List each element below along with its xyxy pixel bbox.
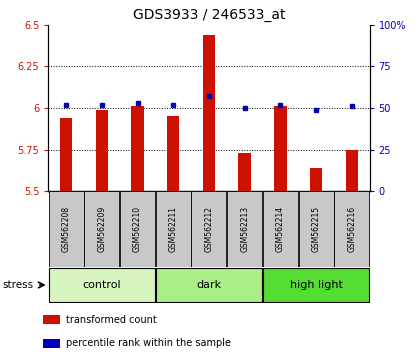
Bar <box>120 191 155 267</box>
Text: GSM562215: GSM562215 <box>312 206 320 252</box>
Bar <box>227 191 262 267</box>
Text: high light: high light <box>290 280 342 290</box>
Text: control: control <box>83 280 121 290</box>
Text: percentile rank within the sample: percentile rank within the sample <box>66 338 231 348</box>
Text: GSM562213: GSM562213 <box>240 206 249 252</box>
Bar <box>263 268 369 302</box>
Text: GSM562212: GSM562212 <box>205 206 213 252</box>
Bar <box>49 191 84 267</box>
Bar <box>274 106 286 191</box>
Bar <box>263 191 298 267</box>
Bar <box>84 191 119 267</box>
Bar <box>239 153 251 191</box>
Title: GDS3933 / 246533_at: GDS3933 / 246533_at <box>133 8 285 22</box>
Bar <box>203 35 215 191</box>
Bar <box>346 149 358 191</box>
Text: dark: dark <box>197 280 221 290</box>
Bar <box>334 191 369 267</box>
Bar <box>60 118 72 191</box>
Text: GSM562209: GSM562209 <box>97 206 106 252</box>
Text: GSM562208: GSM562208 <box>62 206 71 252</box>
Text: GSM562214: GSM562214 <box>276 206 285 252</box>
Bar <box>299 191 333 267</box>
Text: transformed count: transformed count <box>66 315 157 325</box>
Text: stress: stress <box>2 280 33 290</box>
Text: GSM562216: GSM562216 <box>347 206 356 252</box>
Bar <box>156 268 262 302</box>
Bar <box>131 106 144 191</box>
Bar <box>43 338 60 348</box>
Text: GSM562211: GSM562211 <box>169 206 178 252</box>
Bar <box>43 315 60 324</box>
Bar <box>49 268 155 302</box>
Bar <box>310 168 322 191</box>
Text: GSM562210: GSM562210 <box>133 206 142 252</box>
Bar <box>192 191 226 267</box>
Bar <box>156 191 191 267</box>
Bar <box>96 110 108 191</box>
Bar <box>167 116 179 191</box>
